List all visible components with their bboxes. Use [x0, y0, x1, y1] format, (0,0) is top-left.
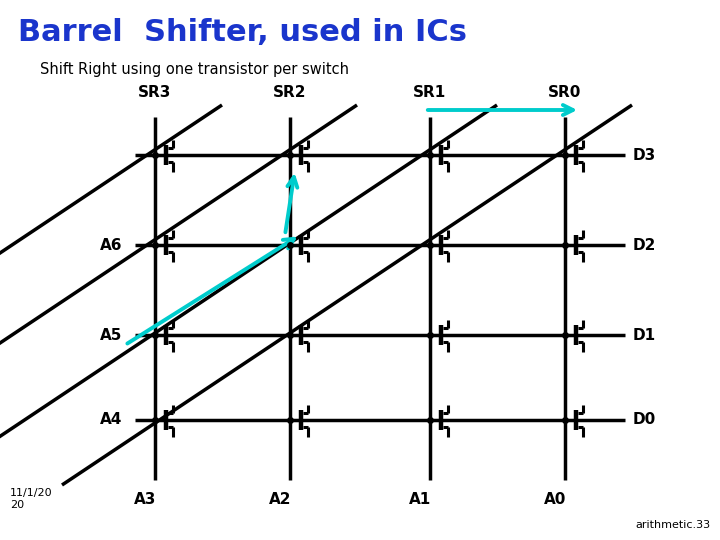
Text: SR2: SR2 [274, 85, 307, 100]
Text: D0: D0 [633, 413, 656, 428]
Text: SR0: SR0 [549, 85, 582, 100]
Text: A0: A0 [544, 492, 566, 507]
Text: SR3: SR3 [138, 85, 171, 100]
Text: D1: D1 [633, 327, 656, 342]
Text: D2: D2 [633, 238, 657, 253]
Text: A3: A3 [134, 492, 156, 507]
Text: A5: A5 [100, 327, 122, 342]
Text: A1: A1 [409, 492, 431, 507]
Text: A4: A4 [100, 413, 122, 428]
Text: arithmetic.33: arithmetic.33 [635, 520, 710, 530]
Text: A6: A6 [100, 238, 122, 253]
Text: 11/1/20
20: 11/1/20 20 [10, 488, 53, 510]
Text: Barrel  Shifter, used in ICs: Barrel Shifter, used in ICs [18, 18, 467, 47]
Text: A2: A2 [269, 492, 292, 507]
Text: Shift Right using one transistor per switch: Shift Right using one transistor per swi… [40, 62, 349, 77]
Text: D3: D3 [633, 147, 656, 163]
Text: SR1: SR1 [413, 85, 446, 100]
